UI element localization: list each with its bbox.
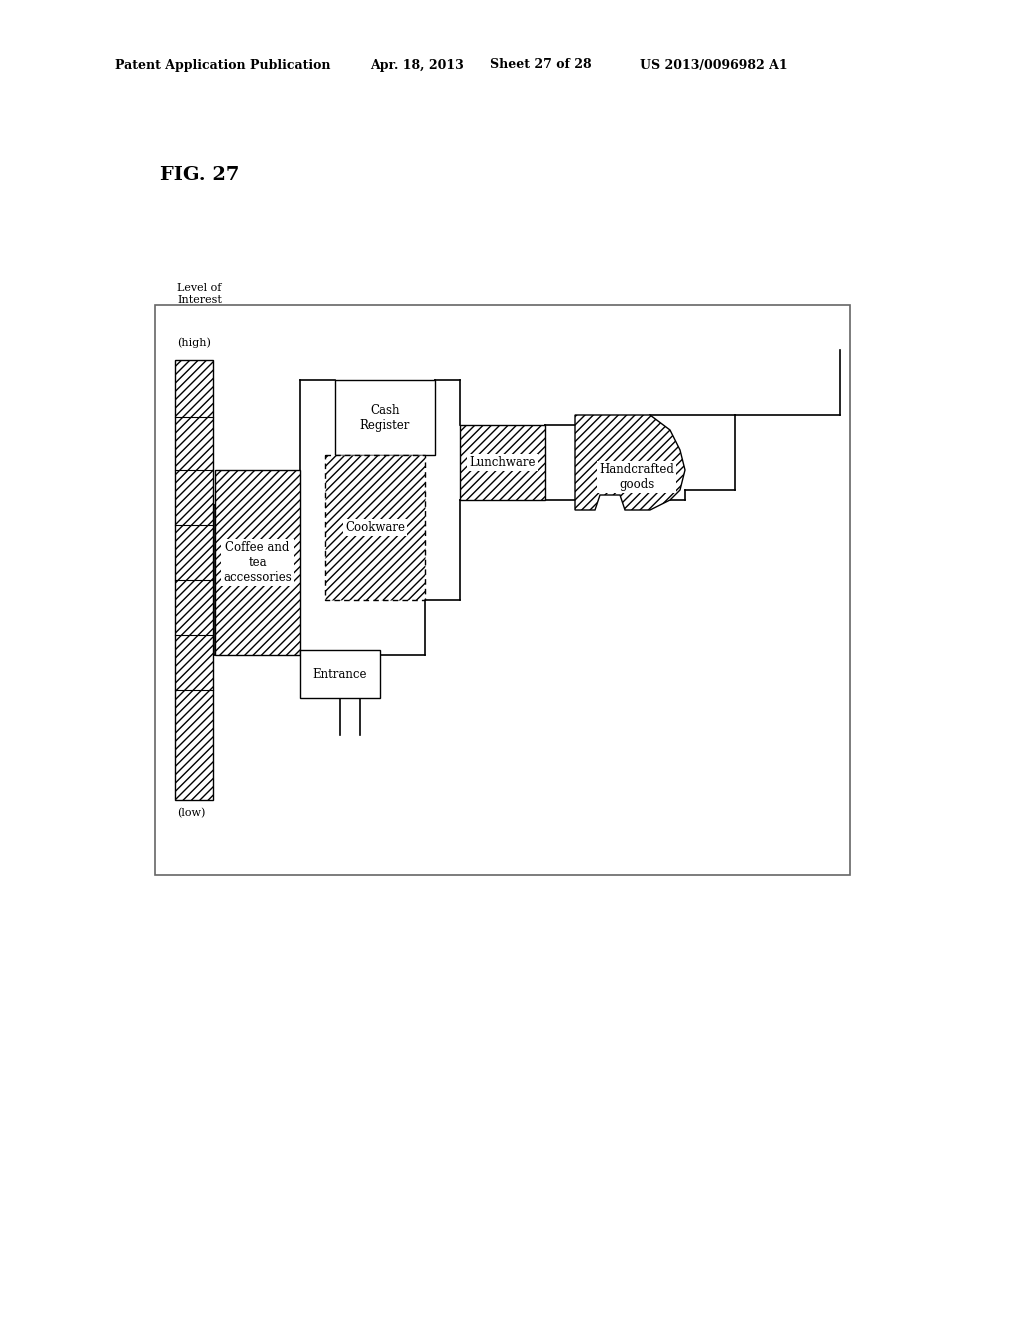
Text: Level of
Interest: Level of Interest: [177, 284, 222, 305]
Bar: [300, 649, 380, 698]
Text: Patent Application Publication: Patent Application Publication: [115, 58, 331, 71]
Text: Coffee and
tea
accessories: Coffee and tea accessories: [223, 541, 292, 583]
Text: FIG. 27: FIG. 27: [160, 166, 240, 183]
Polygon shape: [575, 414, 685, 510]
Text: (low): (low): [177, 808, 206, 818]
Text: Apr. 18, 2013: Apr. 18, 2013: [370, 58, 464, 71]
Bar: [460, 425, 545, 500]
Bar: [335, 380, 435, 455]
Text: Handcrafted
goods: Handcrafted goods: [599, 463, 674, 491]
Text: US 2013/0096982 A1: US 2013/0096982 A1: [640, 58, 787, 71]
Text: Entrance: Entrance: [312, 668, 368, 681]
Bar: [215, 470, 300, 655]
Text: Cash
Register: Cash Register: [359, 404, 411, 432]
Bar: [175, 360, 213, 800]
Text: (high): (high): [177, 338, 211, 348]
Text: Cookware: Cookware: [345, 521, 406, 535]
Text: Lunchware: Lunchware: [469, 455, 536, 469]
Bar: [325, 455, 425, 601]
Text: Sheet 27 of 28: Sheet 27 of 28: [490, 58, 592, 71]
Bar: [155, 305, 850, 875]
